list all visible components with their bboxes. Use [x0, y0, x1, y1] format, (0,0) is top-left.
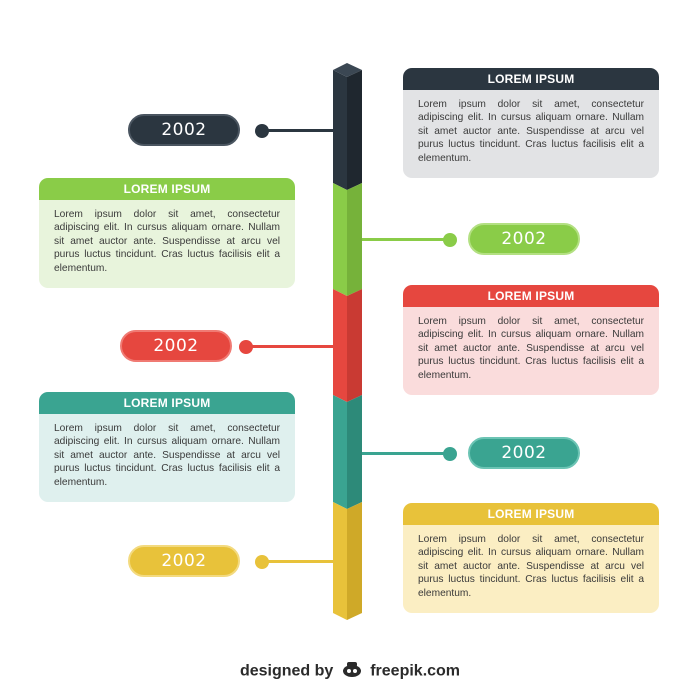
stage-1-card: LOREM IPSUM Lorem ipsum dolor sit amet, … [403, 68, 659, 178]
stage-5-text: Lorem ipsum dolor sit amet, consectetur … [403, 525, 659, 613]
stage-5-connector [262, 560, 333, 563]
stage-4-card: LOREM IPSUM Lorem ipsum dolor sit amet, … [39, 392, 295, 502]
stage-5-card: LOREM IPSUM Lorem ipsum dolor sit amet, … [403, 503, 659, 613]
stage-2-card: LOREM IPSUM Lorem ipsum dolor sit amet, … [39, 178, 295, 288]
stage-4-connector [362, 452, 450, 455]
pillar-segment-4-left [333, 395, 347, 509]
stage-3-dot [239, 340, 253, 354]
pillar-segment-2-left [333, 183, 347, 296]
stage-1-dot [255, 124, 269, 138]
stage-2-text: Lorem ipsum dolor sit amet, consectetur … [39, 200, 295, 288]
stage-3-connector [246, 345, 333, 348]
stage-5-year: 2002 [128, 545, 240, 577]
stage-4-dot [443, 447, 457, 461]
pillar-segment-1-left [333, 70, 347, 190]
stage-1-connector [262, 129, 333, 132]
stage-2-connector [362, 238, 450, 241]
stage-1-title: LOREM IPSUM [403, 68, 659, 90]
stage-3-text: Lorem ipsum dolor sit amet, consectetur … [403, 307, 659, 395]
stage-4-year: 2002 [468, 437, 580, 469]
stage-1-text: Lorem ipsum dolor sit amet, consectetur … [403, 90, 659, 178]
pillar-segment-5-right [347, 502, 362, 620]
stage-2-title: LOREM IPSUM [39, 178, 295, 200]
credit-prefix: designed by [239, 662, 334, 680]
stage-4-title: LOREM IPSUM [39, 392, 295, 414]
stage-2-year: 2002 [468, 223, 580, 255]
stage-1-year: 2002 [128, 114, 240, 146]
pillar-segment-2-right [347, 183, 362, 296]
pillar-segment-4-right [347, 395, 362, 509]
stage-3-year: 2002 [120, 330, 232, 362]
credit-footer: designed by freepik.com [0, 660, 700, 690]
pillar-top-cap [333, 63, 362, 77]
pillar-segment-3-right [347, 289, 362, 402]
stage-2-dot [443, 233, 457, 247]
freepik-logo-icon [341, 660, 363, 683]
stage-5-dot [255, 555, 269, 569]
credit-brand[interactable]: freepik.com [370, 662, 461, 680]
stage-5-title: LOREM IPSUM [403, 503, 659, 525]
pillar-segment-5-left [333, 502, 347, 620]
stage-4-text: Lorem ipsum dolor sit amet, consectetur … [39, 414, 295, 502]
stage-3-title: LOREM IPSUM [403, 285, 659, 307]
stage-3-card: LOREM IPSUM Lorem ipsum dolor sit amet, … [403, 285, 659, 395]
pillar-segment-3-left [333, 289, 347, 402]
pillar-segment-1-right [347, 70, 362, 190]
